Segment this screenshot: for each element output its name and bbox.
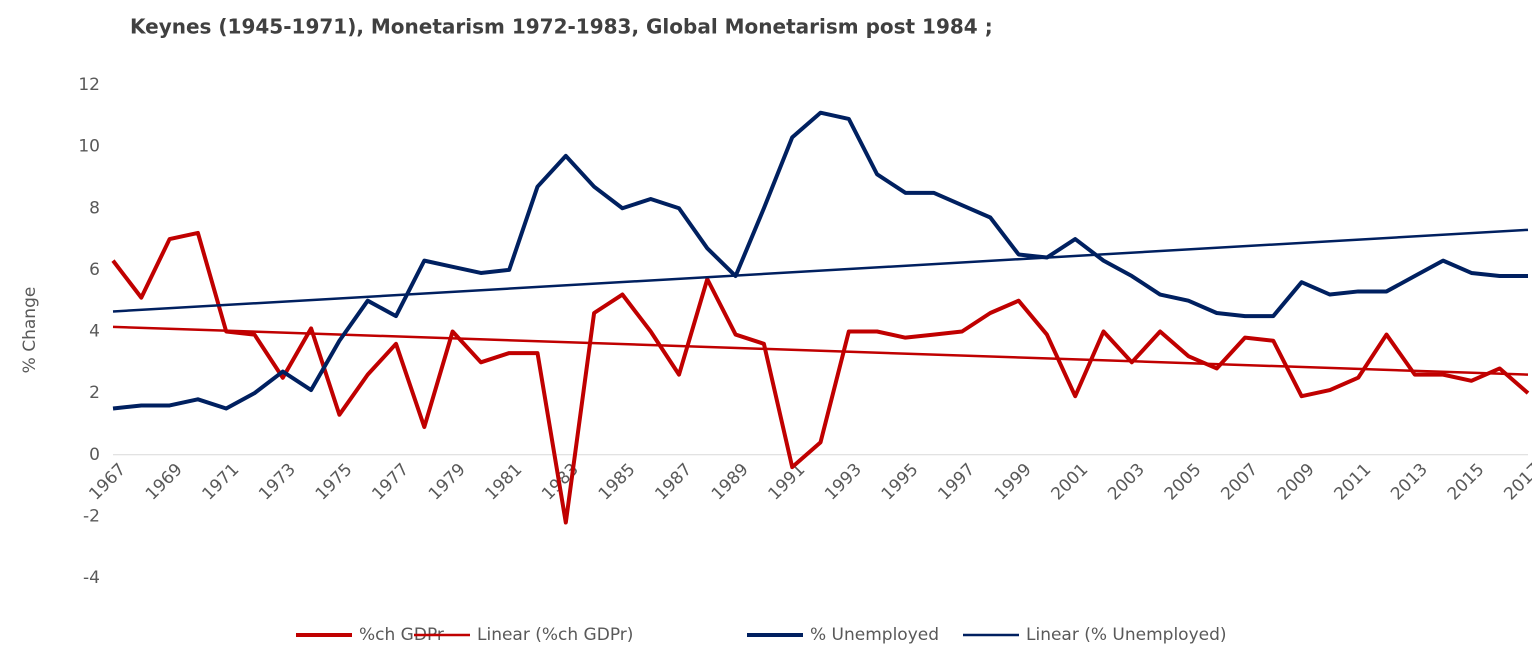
y-tick-label: -4 (83, 568, 100, 588)
series-line (112, 110, 1528, 411)
y-tick-label: -2 (83, 506, 100, 526)
x-tick-label: 1993 (821, 460, 866, 505)
x-tick-label: 1987 (651, 460, 696, 505)
x-tick-label: 2009 (1274, 460, 1319, 505)
trendline (112, 325, 1529, 376)
legend-label: %ch GDPr (359, 625, 444, 645)
legend-label: Linear (% Unemployed) (1026, 625, 1227, 645)
x-tick-label: 1991 (765, 460, 810, 505)
x-tick-label: 2017 (1500, 460, 1532, 505)
x-tick-label: 1975 (312, 460, 357, 505)
x-tick-label: 1977 (368, 460, 413, 505)
y-tick-label: 4 (89, 322, 100, 342)
x-tick-label: 1979 (425, 460, 470, 505)
x-tick-label: 2007 (1217, 460, 1262, 505)
y-tick-label: 12 (78, 75, 100, 95)
chart-title: Keynes (1945-1971), Monetarism 1972-1983… (130, 15, 993, 39)
x-tick-label: 2001 (1048, 460, 1093, 505)
x-tick-label: 1971 (199, 460, 244, 505)
x-tick-label: 1995 (878, 460, 923, 505)
trendline (112, 228, 1529, 313)
y-tick-label: 6 (89, 260, 100, 280)
y-tick-label: 0 (89, 445, 100, 465)
legend-label: % Unemployed (810, 625, 939, 645)
x-tick-label: 2011 (1331, 460, 1376, 505)
x-tick-label: 2003 (1104, 460, 1149, 505)
x-tick-label: 1989 (708, 460, 753, 505)
x-tick-label: 2013 (1387, 460, 1432, 505)
y-tick-label: 10 (78, 137, 100, 157)
series-line (111, 230, 1530, 525)
x-tick-label: 1981 (482, 460, 527, 505)
x-tick-label: 1985 (595, 460, 640, 505)
y-tick-label: 8 (89, 198, 100, 218)
x-tick-label: 1999 (991, 460, 1036, 505)
x-tick-label: 2005 (1161, 460, 1206, 505)
x-tick-label: 1969 (142, 460, 187, 505)
x-tick-label: 1973 (255, 460, 300, 505)
x-tick-label: 1967 (85, 460, 130, 505)
x-tick-label: 2015 (1444, 460, 1489, 505)
legend-label: Linear (%ch GDPr) (477, 625, 633, 645)
y-axis-label: % Change (20, 287, 40, 374)
x-tick-label: 1997 (934, 460, 979, 505)
y-tick-label: 2 (89, 383, 100, 403)
